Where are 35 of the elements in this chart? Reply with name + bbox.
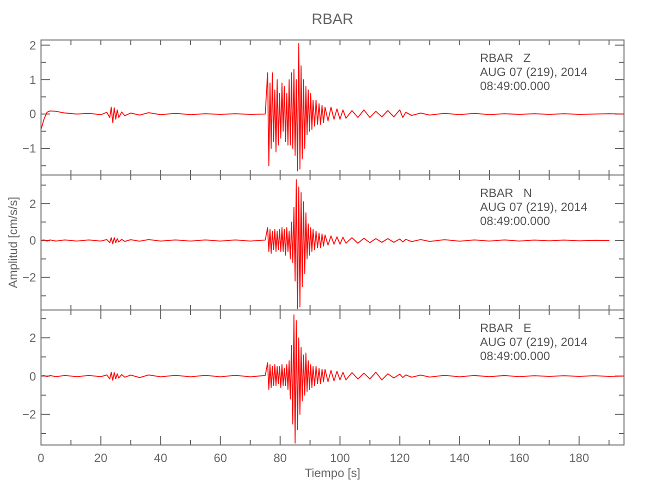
x-tick-label: 140 <box>450 451 470 465</box>
y-tick-label: 0 <box>29 107 36 122</box>
annotation: AUG 07 (219), 2014 <box>480 335 588 349</box>
y-tick-label: −1 <box>22 142 36 156</box>
x-tick-label: 20 <box>94 451 108 465</box>
y-tick-label: 2 <box>29 38 36 52</box>
line-series <box>40 179 610 310</box>
x-tick-label: 0 <box>38 451 45 465</box>
annotation: AUG 07 (219), 2014 <box>480 200 588 214</box>
annotation: 08:49:00.000 <box>480 79 550 93</box>
y-tick-label: 1 <box>29 72 36 87</box>
chart-title: RBAR <box>312 11 354 28</box>
y-tick-label: 0 <box>29 234 36 248</box>
x-tick-label: 40 <box>154 451 168 465</box>
y-tick-label: 2 <box>29 196 36 211</box>
annotation: 08:49:00.000 <box>480 214 550 228</box>
y-tick-label: 0 <box>29 369 36 384</box>
x-tick-label: 60 <box>214 451 228 465</box>
x-tick-label: 80 <box>274 451 288 465</box>
x-axis-title: Tiempo [s] <box>304 466 360 480</box>
y-tick-label: 2 <box>29 330 36 345</box>
annotation: 08:49:00.000 <box>480 349 550 363</box>
annotation: RBAR Z <box>480 51 531 65</box>
y-axis-title: Amplitud [cm/s/s] <box>6 196 20 288</box>
line-series <box>40 42 624 172</box>
x-tick-label: 100 <box>330 451 350 465</box>
x-tick-label: 120 <box>390 451 410 465</box>
x-tick-label: 160 <box>509 451 530 465</box>
y-tick-label: −2 <box>22 270 36 285</box>
line-series <box>40 314 624 444</box>
annotation: RBAR E <box>480 321 532 335</box>
annotation: RBAR N <box>480 186 532 200</box>
y-tick-label: −2 <box>22 408 36 422</box>
x-tick-label: 180 <box>569 451 590 465</box>
annotation: AUG 07 (219), 2014 <box>480 65 588 79</box>
